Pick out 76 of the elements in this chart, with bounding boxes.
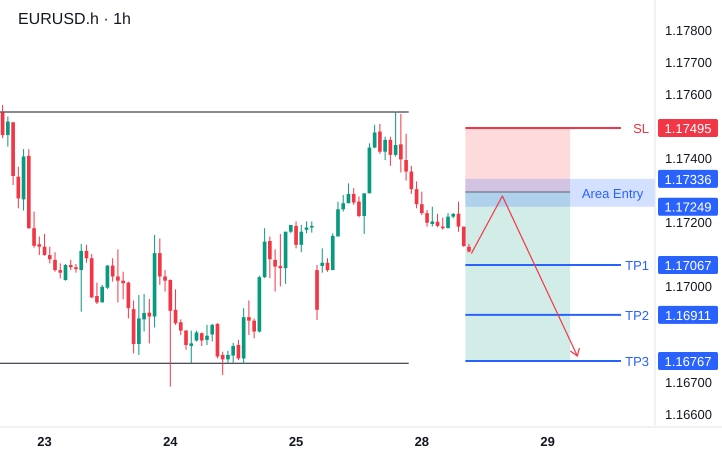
candlestick <box>404 133 408 181</box>
x-tick-label: 25 <box>288 434 304 449</box>
candlestick <box>16 166 20 209</box>
text: 1.17067 <box>664 258 712 273</box>
candlestick <box>299 224 304 253</box>
y-tick-label: 1.17400 <box>665 150 712 166</box>
ref-line-label: TP2 <box>625 308 649 323</box>
candlestick <box>48 246 52 264</box>
candlestick <box>462 226 466 248</box>
candlestick <box>268 236 272 279</box>
y-tick-label: 1.17200 <box>665 214 712 230</box>
y-tick-label: 1.16700 <box>665 374 712 390</box>
text: 1.17336 <box>664 172 712 187</box>
candlestick <box>430 206 434 228</box>
candlestick <box>425 209 429 228</box>
candlestick <box>310 220 314 234</box>
candlestick <box>304 220 308 234</box>
candlestick <box>184 329 188 350</box>
x-tick-label: 28 <box>414 434 430 449</box>
candlestick <box>247 300 251 336</box>
candlestick <box>194 330 198 342</box>
candlestick <box>64 264 68 282</box>
candlestick <box>388 136 392 166</box>
candlestick <box>0 104 4 139</box>
candlestick <box>440 217 445 230</box>
ref-line-label: SL <box>633 121 649 136</box>
text: 1.17495 <box>664 121 712 136</box>
candlestick <box>383 136 387 161</box>
ref-line-label: TP1 <box>625 258 649 273</box>
candlestick <box>6 116 10 148</box>
candlestick <box>142 294 146 332</box>
candlestick <box>210 323 214 342</box>
candlestick <box>446 212 450 229</box>
x-tick-label: 29 <box>540 434 555 449</box>
candlestick <box>378 123 382 154</box>
candlestick <box>346 182 350 204</box>
candlestick <box>326 258 330 272</box>
text: EURUSD.h · 1h <box>18 11 131 28</box>
candlestick <box>436 213 440 228</box>
candlestick <box>414 180 418 209</box>
candlestick <box>236 339 240 361</box>
candlestick <box>84 244 88 264</box>
candlestick <box>341 194 346 212</box>
text: 1.17249 <box>664 200 712 215</box>
candlestick <box>58 262 62 279</box>
candlestick <box>53 252 57 272</box>
candlestick <box>362 192 366 234</box>
text: 1.16767 <box>664 354 712 369</box>
ref-line-label: TP3 <box>625 354 649 369</box>
y-tick-label: 1.17800 <box>665 22 712 38</box>
band-label: Area Entry <box>582 186 644 201</box>
candlestick <box>399 113 403 173</box>
candlestick <box>158 238 162 286</box>
y-tick-label: 1.16600 <box>665 406 712 422</box>
candlestick <box>320 248 324 274</box>
candlestick <box>394 111 398 157</box>
candlestick <box>420 191 424 216</box>
candlestick <box>116 248 120 303</box>
x-tick-label: 24 <box>163 434 178 449</box>
candlestick <box>79 243 84 312</box>
candlestick <box>189 330 194 364</box>
candlestick <box>252 318 256 339</box>
text: 1.16911 <box>664 308 712 323</box>
candlestick <box>110 258 114 282</box>
candlestick <box>148 298 152 344</box>
y-tick-label: 1.17700 <box>665 54 712 70</box>
candlestick <box>294 220 298 249</box>
candlestick <box>372 124 376 149</box>
candlestick <box>200 332 204 346</box>
y-tick-label: 1.17600 <box>665 86 712 102</box>
candlestick <box>205 324 209 346</box>
x-tick-label: 23 <box>37 434 52 449</box>
y-tick-label: 1.17000 <box>665 278 712 294</box>
candlestick <box>410 165 414 194</box>
candlestick <box>42 233 46 256</box>
candlestick <box>456 201 460 232</box>
